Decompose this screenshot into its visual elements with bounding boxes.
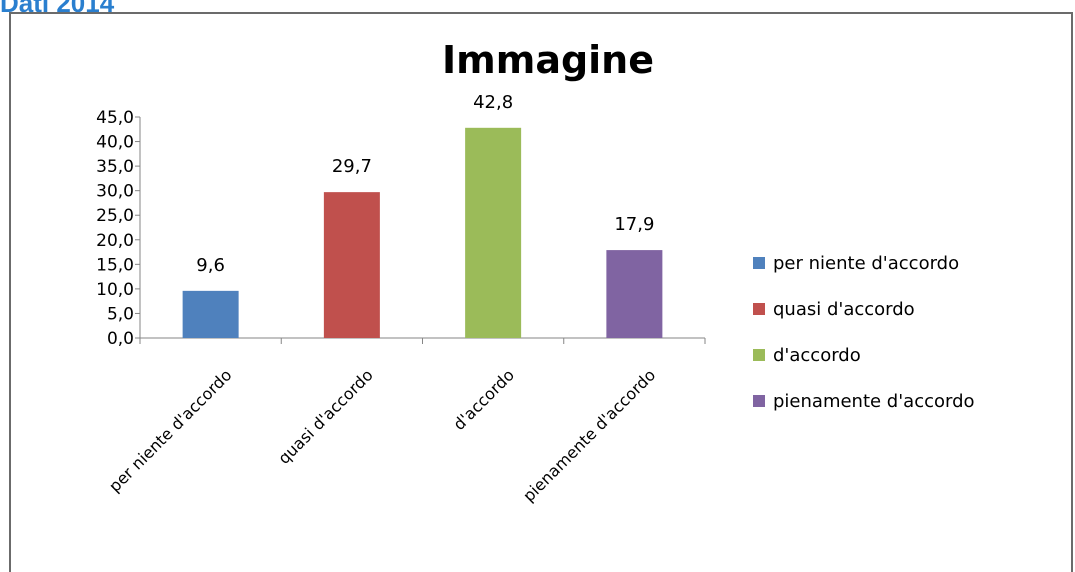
legend-swatch (753, 395, 765, 407)
bar (606, 250, 663, 338)
legend-entry-label: pienamente d'accordo (773, 391, 975, 412)
y-tick-label: 40,0 (96, 133, 134, 153)
bar (182, 290, 239, 338)
y-tick-label: 45,0 (96, 108, 134, 128)
y-tick-label: 35,0 (96, 157, 134, 177)
chart-bars: 9,6 per niente d'accordo 29,7 quasi d'accor… (105, 92, 663, 506)
legend-entry-label: quasi d'accordo (773, 299, 915, 320)
x-category-label: per niente d'accordo (105, 365, 235, 495)
chart-title: Immagine (442, 38, 654, 82)
y-tick-label: 15,0 (96, 255, 134, 275)
data-label: 42,8 (473, 92, 513, 113)
bar (465, 127, 522, 338)
legend-swatch (753, 303, 765, 315)
chart-legend: per niente d'accordo quasi d'accordo d'acc… (753, 253, 975, 412)
y-tick-label: 0,0 (107, 329, 134, 349)
data-label: 9,6 (196, 255, 225, 276)
bar (323, 192, 380, 338)
y-tick-label: 5,0 (107, 304, 134, 324)
y-tick-label: 10,0 (96, 280, 134, 300)
data-label: 17,9 (614, 214, 654, 235)
y-tick-label: 25,0 (96, 206, 134, 226)
x-category-label: quasi d'accordo (274, 365, 376, 467)
y-tick-label: 30,0 (96, 182, 134, 202)
x-category-label: d'accordo (449, 365, 518, 434)
y-tick-label: 20,0 (96, 231, 134, 251)
legend-swatch (753, 257, 765, 269)
legend-entry-label: per niente d'accordo (773, 253, 959, 274)
legend-swatch (753, 349, 765, 361)
legend-entry-label: d'accordo (773, 345, 861, 366)
chart-axes: 0,0 5,0 10,0 15,0 20,0 25,0 30,0 35,0 40,0 45,0 (96, 108, 706, 349)
chart-frame (9, 12, 1073, 572)
data-label: 29,7 (332, 156, 372, 177)
x-category-label: pienamente d'accordo (519, 365, 659, 505)
